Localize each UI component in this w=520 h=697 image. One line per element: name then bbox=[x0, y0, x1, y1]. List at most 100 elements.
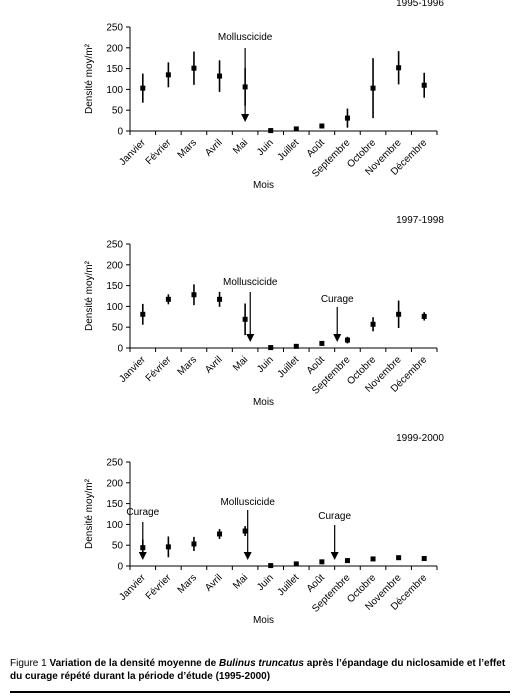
subtitle: 1997-1998 bbox=[396, 215, 444, 226]
x-tick-label: Mai bbox=[231, 354, 250, 373]
y-tick-label: 200 bbox=[106, 260, 123, 271]
y-axis-label: Densité moy/m² bbox=[84, 478, 95, 549]
marker bbox=[217, 296, 223, 302]
x-tick-label: Février bbox=[144, 354, 174, 384]
marker bbox=[293, 343, 299, 349]
x-tick-label: Août bbox=[305, 137, 327, 159]
annotation: Curage bbox=[318, 511, 351, 522]
marker bbox=[140, 85, 146, 91]
x-tick-label: Février bbox=[144, 137, 174, 167]
marker bbox=[191, 65, 197, 71]
x-tick-label: Mars bbox=[176, 354, 200, 378]
figure: 1995-1996 0 50 100 150 200 250 Densité moy/m² Ja… bbox=[84, 0, 444, 626]
marker bbox=[165, 296, 171, 302]
x-tick-label: Août bbox=[305, 572, 327, 594]
y-tick-label: 150 bbox=[106, 499, 123, 510]
x-tick-label: Août bbox=[305, 354, 327, 376]
annotation: Curage bbox=[321, 294, 354, 305]
marker bbox=[165, 72, 171, 78]
x-tick-label: Avril bbox=[203, 572, 224, 593]
y-tick-label: 250 bbox=[106, 23, 123, 34]
marker bbox=[344, 115, 350, 121]
y-tick-label: 50 bbox=[112, 323, 124, 334]
arrow-head bbox=[138, 552, 147, 560]
x-tick-label: Janvier bbox=[117, 354, 148, 385]
chart: 1997-1998 0 50 100 150 200 250 Densité moy/m² Ja… bbox=[84, 215, 444, 408]
y-tick-label: 250 bbox=[106, 458, 123, 469]
x-tick-label: Janvier bbox=[117, 572, 148, 603]
subtitle: 1999-2000 bbox=[396, 433, 444, 444]
marker bbox=[140, 311, 146, 317]
x-tick-label: Juillet bbox=[276, 572, 302, 598]
x-tick-label: Juin bbox=[255, 137, 276, 158]
x-tick-label: Mars bbox=[176, 137, 200, 161]
arrow-head bbox=[241, 114, 250, 122]
x-axis-label: Mois bbox=[253, 615, 274, 626]
y-tick-label: 50 bbox=[112, 541, 124, 552]
x-tick-label: Avril bbox=[203, 137, 224, 158]
y-tick-label: 200 bbox=[106, 43, 123, 54]
x-tick-label: Juin bbox=[255, 354, 276, 375]
x-tick-label: Février bbox=[144, 572, 174, 602]
rule bbox=[10, 691, 510, 693]
chart: 1995-1996 0 50 100 150 200 250 Densité moy/m² Ja… bbox=[84, 0, 444, 191]
marker bbox=[344, 337, 350, 343]
marker bbox=[165, 544, 171, 550]
caption-text: après l’épandage du niclosamide et l’eff… bbox=[10, 658, 506, 682]
annotation: Molluscicide bbox=[218, 32, 273, 43]
marker bbox=[319, 123, 325, 129]
marker bbox=[370, 556, 376, 562]
x-tick-label: Juillet bbox=[276, 137, 302, 163]
x-tick-label: Mai bbox=[231, 137, 250, 156]
y-tick-label: 100 bbox=[106, 520, 123, 531]
marker bbox=[370, 85, 376, 91]
x-tick-label: Juin bbox=[255, 572, 276, 593]
marker bbox=[396, 65, 402, 71]
marker bbox=[396, 311, 402, 317]
marker bbox=[319, 559, 325, 565]
marker bbox=[293, 126, 299, 132]
arrow-head bbox=[246, 334, 255, 342]
y-tick-label: 200 bbox=[106, 478, 123, 489]
arrow-head bbox=[243, 552, 252, 560]
marker bbox=[242, 316, 248, 322]
y-axis-label: Densité moy/m² bbox=[84, 260, 95, 331]
arrow-head bbox=[330, 552, 339, 560]
y-tick-label: 250 bbox=[106, 240, 123, 251]
x-tick-label: Avril bbox=[203, 354, 224, 375]
annotation: Curage bbox=[126, 507, 159, 518]
x-axis-label: Mois bbox=[253, 180, 274, 191]
subtitle: 1995-1996 bbox=[396, 0, 444, 9]
marker bbox=[191, 541, 197, 547]
caption: Figure 1 Variation de la densité moyenne… bbox=[10, 657, 515, 683]
marker bbox=[370, 321, 376, 327]
x-axis-label: Mois bbox=[253, 397, 274, 408]
x-tick-label: Juillet bbox=[276, 354, 302, 380]
y-tick-label: 100 bbox=[106, 85, 123, 96]
marker bbox=[191, 292, 197, 298]
marker bbox=[396, 555, 402, 561]
x-tick-label: Janvier bbox=[117, 137, 148, 168]
marker bbox=[421, 82, 427, 88]
marker bbox=[268, 128, 274, 134]
y-tick-label: 50 bbox=[112, 106, 124, 117]
caption-label: Figure 1 bbox=[10, 658, 47, 669]
chart: 1999-2000 0 50 100 150 200 250 Densité moy/m² Ja… bbox=[84, 433, 444, 626]
marker bbox=[268, 563, 274, 569]
marker bbox=[293, 561, 299, 567]
caption-text: Variation de la densité moyenne de bbox=[49, 658, 217, 669]
marker bbox=[268, 345, 274, 351]
y-axis-label: Densité moy/m² bbox=[84, 43, 95, 114]
marker bbox=[421, 313, 427, 319]
annotation: Molluscicide bbox=[223, 277, 278, 288]
arrow-head bbox=[333, 334, 342, 342]
marker bbox=[319, 340, 325, 346]
y-tick-label: 0 bbox=[117, 562, 123, 573]
marker bbox=[242, 528, 248, 534]
marker bbox=[217, 73, 223, 79]
caption-species: Bulinus truncatus bbox=[218, 658, 304, 669]
x-tick-label: Mars bbox=[176, 572, 200, 596]
y-tick-label: 100 bbox=[106, 302, 123, 313]
annotation: Molluscicide bbox=[220, 497, 275, 508]
y-tick-label: 150 bbox=[106, 281, 123, 292]
